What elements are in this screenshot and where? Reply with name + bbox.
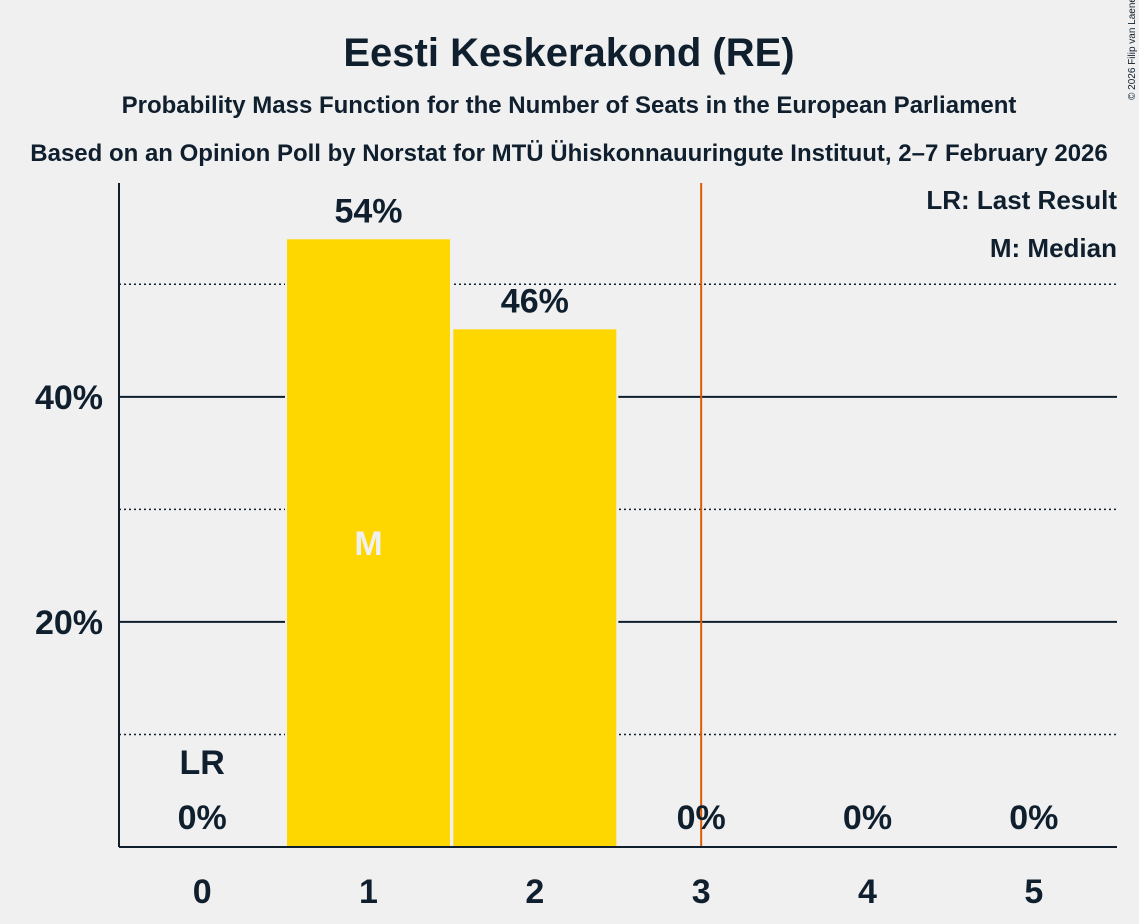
- last-result-marker: LR: [180, 744, 225, 782]
- bar-layer: [284, 237, 619, 848]
- x-tick-label: 1: [359, 873, 378, 911]
- value-label: 0%: [843, 799, 892, 837]
- value-label: 54%: [334, 192, 402, 230]
- bar: [453, 329, 617, 848]
- bar: [286, 239, 451, 847]
- value-label: 0%: [178, 799, 227, 837]
- chart-source-line: Based on an Opinion Poll by Norstat for …: [30, 140, 1107, 167]
- label-layer: 20% 40% 0 1 2 3 4 5 0% 54% 46% 0% 0% 0% LR M: [35, 192, 1058, 911]
- x-tick-label: 5: [1024, 873, 1043, 911]
- axis-layer: [118, 183, 1117, 848]
- x-tick-label: 4: [858, 873, 877, 911]
- value-label: 0%: [1009, 799, 1058, 837]
- legend-median: M: Median: [990, 233, 1117, 263]
- copyright-notice: © 2026 Filip van Laenen: [1127, 0, 1138, 100]
- y-tick-label: 20%: [35, 604, 103, 642]
- chart-subtitle: Probability Mass Function for the Number…: [122, 92, 1017, 119]
- x-tick-label: 2: [525, 873, 544, 911]
- value-label: 46%: [501, 282, 569, 320]
- y-tick-label: 40%: [35, 379, 103, 417]
- x-tick-label: 0: [193, 873, 212, 911]
- value-label: 0%: [677, 799, 726, 837]
- chart-title: Eesti Keskerakond (RE): [343, 31, 794, 75]
- median-marker: M: [354, 525, 382, 563]
- legend-last-result: LR: Last Result: [926, 185, 1117, 215]
- x-tick-label: 3: [692, 873, 711, 911]
